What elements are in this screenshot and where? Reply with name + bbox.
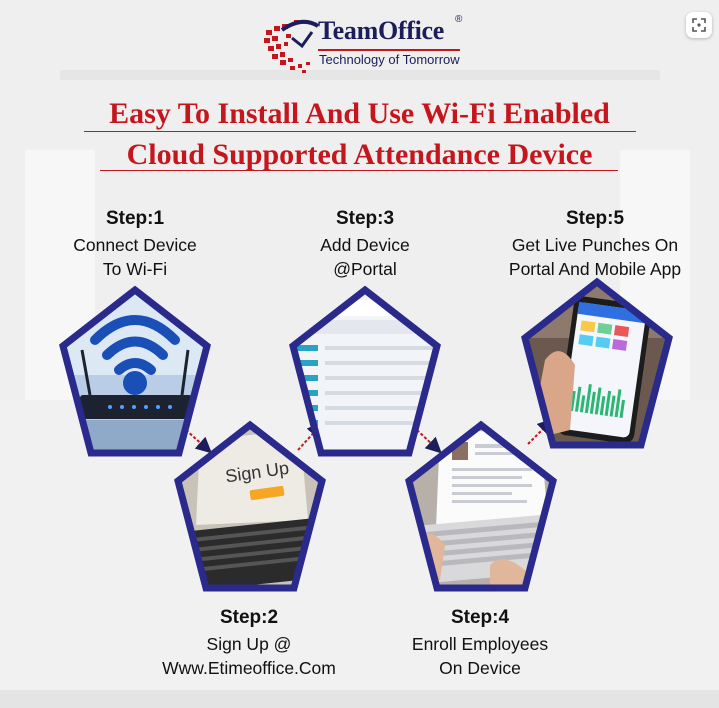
step-1-title: Step:1: [105, 208, 165, 229]
step-4-line-1: Enroll Employees: [411, 634, 549, 654]
step-3-line-1: Add Device: [320, 235, 410, 255]
step-2-frame: [174, 420, 326, 592]
step-5-title: Step:5: [565, 208, 625, 229]
step-5-line-1: Get Live Punches On: [511, 235, 679, 255]
step-connectors: [185, 418, 554, 454]
teamoffice-logo: [264, 19, 320, 73]
brand-tagline: Technology of Tomorrow: [319, 52, 460, 67]
step-3-line-2: @Portal: [333, 259, 397, 279]
step-1-line-1: Connect Device: [73, 235, 197, 255]
step-4-title: Step:4: [450, 607, 510, 628]
step-5-frame: [521, 277, 673, 449]
step-1-line-2: To Wi-Fi: [102, 259, 168, 279]
step-3-frame: [289, 285, 441, 457]
connector-3-4: [416, 429, 442, 454]
headline-line-1: Easy To Install And Use Wi-Fi Enabled: [109, 97, 610, 130]
wifi-icon: [90, 315, 180, 375]
headline-rule-top: [84, 131, 636, 132]
step-3-title: Step:3: [335, 208, 395, 229]
headline-rule-bottom: [100, 170, 618, 171]
step-2-title: Step:2: [219, 607, 279, 628]
connector-1-2: [185, 429, 212, 454]
brand-name: TeamOffice: [318, 16, 444, 45]
step-2-line-2: Www.Etimeoffice.Com: [162, 658, 336, 678]
step-1-frame: [59, 285, 211, 457]
step-2-line-1: Sign Up @: [206, 634, 292, 654]
brand-underline: [318, 49, 460, 51]
expand-icon[interactable]: [686, 12, 712, 38]
headline-line-2: Cloud Supported Attendance Device: [126, 138, 593, 171]
step-4-line-2: On Device: [439, 658, 521, 678]
step-4-frame: [405, 420, 557, 592]
step-5-line-2: Portal And Mobile App: [508, 259, 682, 279]
step-5-image: [525, 282, 669, 445]
step-1-image: [63, 290, 207, 453]
expand-glyph: [692, 18, 706, 32]
registered-mark: ®: [455, 14, 463, 25]
